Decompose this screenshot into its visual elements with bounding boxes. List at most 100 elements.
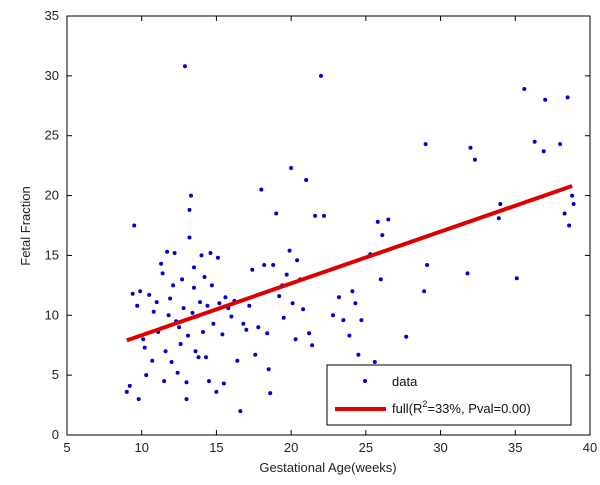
data-point	[138, 289, 143, 294]
y-tick-label: 20	[45, 188, 59, 203]
data-point	[238, 409, 243, 414]
data-point	[289, 166, 294, 170]
legend-fit-label-superscript: 2	[422, 399, 427, 409]
data-point	[168, 296, 173, 301]
data-point	[259, 187, 264, 192]
legend-data-label: data	[392, 374, 418, 389]
data-point	[132, 223, 137, 228]
data-point	[205, 303, 210, 308]
data-point	[214, 389, 219, 394]
data-point	[241, 321, 246, 326]
data-point	[496, 216, 501, 221]
data-point	[265, 331, 270, 336]
data-point	[386, 217, 391, 222]
legend-fit-label-suffix: =33%, Pval=0.00)	[427, 401, 530, 416]
data-point	[177, 325, 182, 330]
data-point	[423, 142, 428, 147]
data-point	[287, 248, 292, 253]
data-point	[144, 373, 149, 378]
fit-line	[126, 184, 573, 343]
x-tick-label: 5	[63, 440, 70, 455]
data-point	[256, 325, 261, 330]
data-point	[253, 352, 258, 357]
data-point	[307, 331, 312, 336]
data-point	[468, 145, 473, 150]
data-point	[124, 389, 129, 394]
data-point	[532, 139, 537, 144]
data-point	[422, 289, 427, 294]
data-point	[304, 178, 309, 182]
data-point	[356, 352, 361, 357]
data-point	[541, 149, 546, 154]
data-point	[136, 397, 141, 402]
data-point	[207, 379, 211, 384]
y-tick-label: 15	[45, 247, 59, 262]
data-point	[565, 95, 570, 100]
data-point	[266, 367, 271, 372]
data-point	[192, 265, 196, 270]
x-tick-label: 20	[284, 440, 298, 455]
data-point	[244, 327, 249, 332]
legend: data full(R2=33%, Pval=0.00)	[326, 364, 572, 426]
x-tick-label: 35	[508, 440, 522, 455]
data-point	[159, 261, 164, 266]
data-point	[169, 360, 174, 364]
data-point	[187, 207, 192, 212]
legend-data-marker	[363, 379, 367, 383]
data-point	[147, 292, 152, 297]
data-point	[192, 285, 196, 290]
data-point	[319, 73, 323, 78]
data-point	[522, 87, 527, 91]
data-point	[183, 64, 187, 69]
x-axis-label: Gestational Age(weeks)	[259, 460, 396, 475]
y-tick-label: 25	[45, 128, 59, 143]
data-point	[211, 321, 216, 326]
data-point	[130, 291, 135, 296]
legend-box	[326, 364, 572, 426]
x-tick-label: 25	[359, 440, 373, 455]
data-point	[337, 295, 341, 300]
data-point	[223, 295, 228, 300]
data-point	[190, 310, 195, 315]
data-point	[498, 202, 503, 206]
x-tick-label: 30	[433, 440, 447, 455]
data-point	[290, 301, 295, 306]
y-tick-label: 5	[52, 367, 59, 382]
x-tick-label: 15	[209, 440, 223, 455]
x-tick-label: 10	[134, 440, 148, 455]
data-point	[472, 157, 477, 162]
data-point	[160, 271, 165, 276]
data-point	[331, 313, 335, 318]
data-point	[186, 333, 190, 338]
data-point	[178, 342, 183, 346]
data-point	[558, 142, 563, 147]
data-point	[347, 333, 352, 338]
data-point	[202, 275, 207, 279]
y-tick-label: 0	[52, 427, 59, 442]
data-point	[181, 306, 186, 311]
y-tick-label: 10	[45, 307, 59, 322]
data-point	[341, 318, 346, 323]
data-point	[209, 283, 214, 288]
data-point	[322, 213, 326, 218]
data-point	[141, 337, 146, 342]
data-point	[284, 272, 289, 277]
data-point	[171, 283, 176, 288]
data-point	[217, 301, 222, 306]
data-point	[199, 253, 204, 258]
data-point	[380, 233, 385, 238]
data-point	[175, 370, 180, 375]
data-point	[198, 300, 202, 305]
data-point	[154, 300, 159, 305]
data-point	[277, 294, 282, 299]
data-point	[187, 235, 192, 240]
data-point	[196, 355, 201, 360]
data-point	[163, 349, 168, 354]
data-point	[293, 337, 298, 342]
data-point	[201, 330, 205, 334]
data-point	[378, 277, 383, 282]
legend-fit-label-prefix: full(R	[392, 401, 422, 416]
x-tick-label: 40	[583, 440, 597, 455]
data-point	[350, 289, 355, 294]
